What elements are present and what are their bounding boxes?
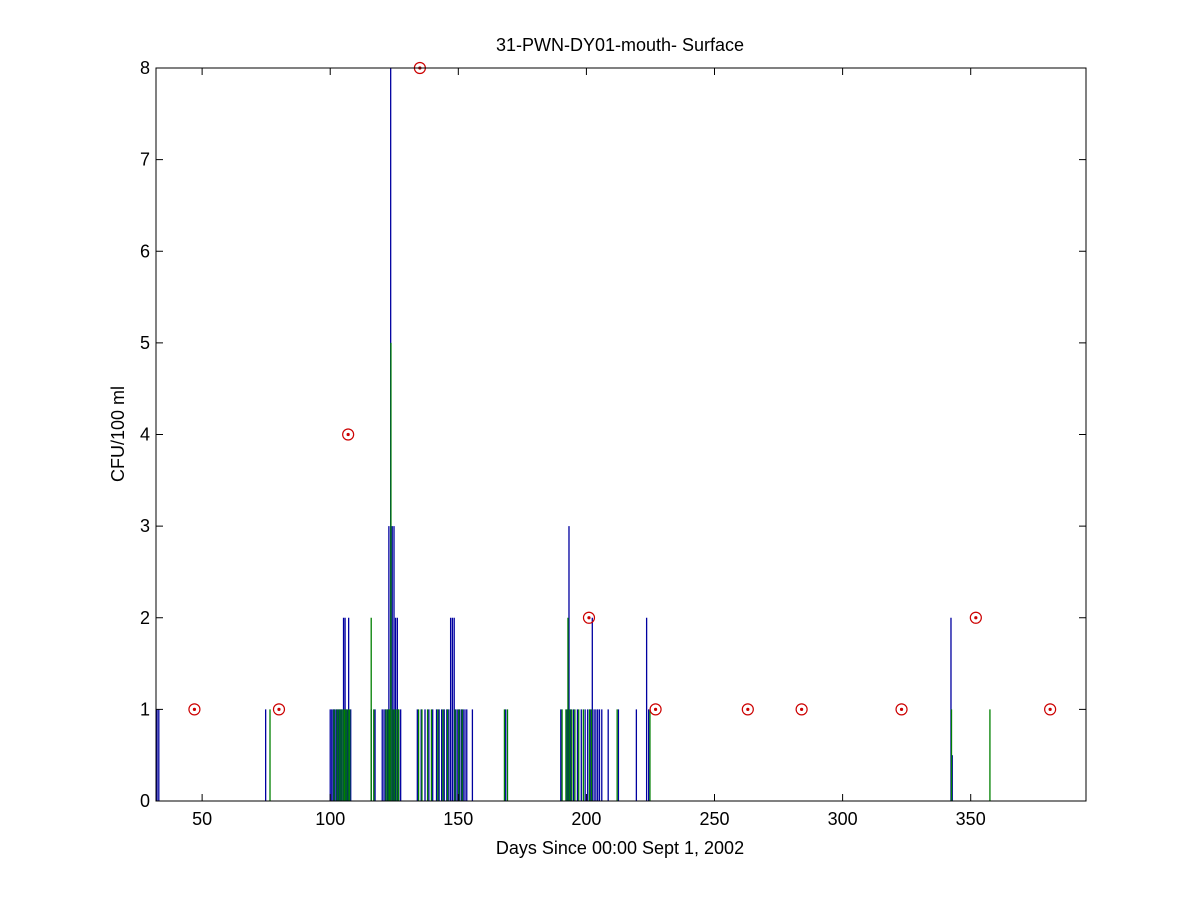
marker-dot — [800, 707, 804, 711]
y-tick-label: 0 — [140, 791, 150, 811]
y-tick-label: 1 — [140, 699, 150, 719]
sample-marker — [741, 703, 754, 716]
y-axis-label: CFU/100 ml — [108, 386, 128, 482]
x-axis-label: Days Since 00:00 Sept 1, 2002 — [496, 838, 744, 858]
marker-dot — [899, 707, 904, 711]
marker-ring — [649, 703, 662, 716]
sample-marker — [188, 703, 201, 716]
sample-marker — [795, 703, 808, 716]
y-tick-label: 3 — [140, 516, 150, 536]
x-tick-label: 200 — [571, 809, 601, 829]
y-tick-label: 5 — [140, 333, 150, 353]
marker-ring — [582, 611, 596, 624]
y-tick-label: 8 — [140, 58, 150, 78]
marker-dot — [192, 707, 197, 711]
marker-dot — [277, 707, 281, 711]
bars-layer — [156, 68, 991, 801]
sample-marker — [1044, 703, 1057, 716]
y-tick-label: 2 — [140, 608, 150, 628]
sample-marker — [342, 428, 355, 441]
y-tick-label: 6 — [140, 241, 150, 261]
marker-ring — [342, 428, 355, 441]
x-tick-label: 250 — [699, 809, 729, 829]
x-tick-label: 50 — [192, 809, 212, 829]
chart-title: 31-PWN-DY01-mouth- Surface — [496, 35, 744, 55]
sample-marker — [582, 611, 596, 624]
marker-ring — [795, 703, 808, 716]
marker-dot — [1048, 707, 1052, 711]
markers-layer — [188, 61, 1057, 716]
x-tick-label: 150 — [443, 809, 473, 829]
x-tick-label: 100 — [315, 809, 345, 829]
ticks-layer: 50 100 150 200 250 300 350 0 1 2 3 4 5 6 7 8 — [140, 58, 1086, 829]
marker-ring — [1044, 703, 1057, 716]
marker-dot — [346, 432, 350, 437]
sample-marker — [895, 703, 908, 716]
x-tick-label: 300 — [828, 809, 858, 829]
marker-dot — [653, 707, 658, 711]
marker-ring — [272, 703, 286, 716]
plot-frame — [155, 67, 1087, 802]
sample-marker — [272, 703, 286, 716]
marker-dot — [746, 707, 750, 711]
y-tick-label: 7 — [140, 150, 150, 170]
sample-marker — [649, 703, 662, 716]
marker-dot — [587, 616, 591, 620]
marker-ring — [741, 703, 754, 716]
marker-ring — [895, 703, 908, 716]
y-tick-label: 4 — [140, 425, 150, 445]
marker-ring — [188, 703, 201, 716]
x-tick-label: 350 — [956, 809, 986, 829]
sample-marker — [969, 611, 982, 624]
marker-dot — [974, 616, 978, 620]
marker-ring — [969, 611, 982, 624]
